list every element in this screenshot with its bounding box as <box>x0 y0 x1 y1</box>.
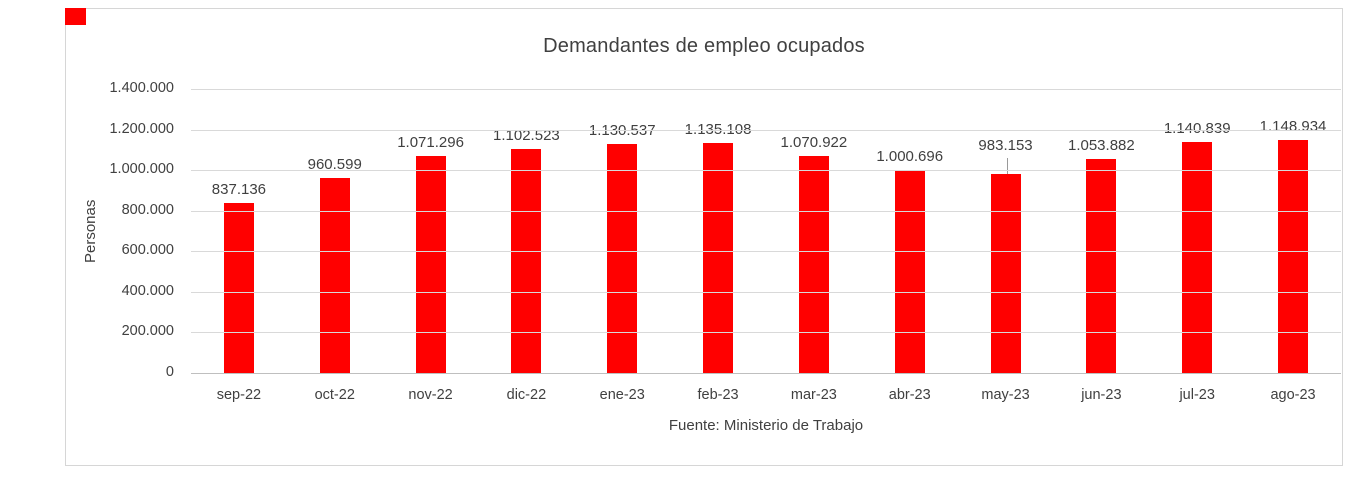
chart-object[interactable]: Demandantes de empleo ocupados Personas … <box>65 8 1343 466</box>
bar-dic-22[interactable] <box>511 149 542 373</box>
y-axis-tick-labels: 1.400.000 1.200.000 1.000.000 800.000 600.00… <box>66 80 182 380</box>
gridline <box>191 210 1341 212</box>
y-tick-label: 1.000.000 <box>109 161 174 178</box>
bar-slot-jun-23: 1.053.882 <box>1053 89 1149 373</box>
bar-value-label: 1.053.882 <box>1067 137 1135 155</box>
bar-may-23[interactable] <box>990 173 1021 373</box>
bar-abr-23[interactable] <box>894 170 925 373</box>
x-tick-label-dic-22: dic-22 <box>506 387 547 403</box>
gridline <box>191 332 1341 334</box>
gridline <box>191 291 1341 293</box>
bar-feb-23[interactable] <box>703 142 734 373</box>
y-tick-label: 800.000 <box>121 201 174 218</box>
y-tick-label: 400.000 <box>121 282 174 299</box>
x-tick-label-jul-23: jul-23 <box>1179 387 1215 403</box>
bar-slot-sep-22: 837.136 <box>191 89 287 373</box>
bar-slot-oct-22: 960.599 <box>287 89 383 373</box>
bar-nov-22[interactable] <box>415 155 446 373</box>
x-tick-label-oct-22: oct-22 <box>314 387 355 403</box>
x-axis-tick-labels: sep-22 oct-22 nov-22 dic-22 ene-23 feb-23 mar-… <box>191 387 1341 403</box>
bar-value-label: 983.153 <box>978 136 1033 154</box>
bar-slot-mar-23: 1.070.922 <box>766 89 862 373</box>
bar-value-label: 960.599 <box>307 156 362 174</box>
x-tick-label-ago-23: ago-23 <box>1270 387 1316 403</box>
bar-value-label: 1.148.934 <box>1259 117 1327 135</box>
y-tick-label: 600.000 <box>121 242 174 259</box>
x-tick-label-ene-23: ene-23 <box>599 387 645 403</box>
bar-slot-abr-23: 1.000.696 <box>862 89 958 373</box>
bar-jul-23[interactable] <box>1182 141 1213 373</box>
bar-mar-23[interactable] <box>798 155 829 373</box>
plot-area: 837.136 960.599 1.071.296 1.102.523 1.130.53… <box>191 89 1341 374</box>
data-label-leader-line <box>1007 157 1009 174</box>
bar-value-label: 837.136 <box>211 181 267 199</box>
bar-slot-ago-23: 1.148.934 <box>1245 89 1341 373</box>
bar-value-label: 1.071.296 <box>397 133 464 151</box>
bar-value-label: 1.000.696 <box>876 148 944 166</box>
gridline <box>191 251 1341 253</box>
bar-slot-dic-22: 1.102.523 <box>478 89 574 373</box>
x-axis-title: Fuente: Ministerio de Trabajo <box>668 417 864 434</box>
bar-value-label: 1.135.108 <box>684 120 752 138</box>
bar-oct-22[interactable] <box>319 178 350 373</box>
y-tick-label: 1.200.000 <box>109 120 174 137</box>
bar-value-label: 1.070.922 <box>780 133 848 151</box>
y-tick-label: 200.000 <box>121 323 174 340</box>
y-tick-label: 1.400.000 <box>109 80 174 96</box>
gridline <box>191 129 1341 131</box>
bar-ago-23[interactable] <box>1278 139 1309 373</box>
x-tick-label-jun-23: jun-23 <box>1081 387 1122 403</box>
bar-value-label: 1.140.839 <box>1163 119 1231 137</box>
x-tick-label-may-23: may-23 <box>981 387 1030 403</box>
x-tick-label-sep-22: sep-22 <box>216 387 262 403</box>
x-tick-label-nov-22: nov-22 <box>408 387 453 403</box>
bar-slot-nov-22: 1.071.296 <box>383 89 479 373</box>
bar-ene-23[interactable] <box>607 143 638 373</box>
x-tick-label-mar-23: mar-23 <box>790 387 837 403</box>
bar-slot-feb-23: 1.135.108 <box>670 89 766 373</box>
bar-series: 837.136 960.599 1.071.296 1.102.523 1.130.53… <box>191 89 1341 373</box>
bar-slot-may-23: 983.153 <box>958 89 1054 373</box>
gridline <box>191 170 1341 172</box>
gridline <box>191 89 1341 90</box>
bar-jun-23[interactable] <box>1086 159 1117 373</box>
x-axis-line <box>191 373 1341 374</box>
bar-value-label: 1.102.523 <box>493 127 560 145</box>
bar-slot-jul-23: 1.140.839 <box>1149 89 1245 373</box>
red-corner-marker <box>65 8 86 25</box>
chart-title: Demandantes de empleo ocupados <box>543 35 865 57</box>
x-tick-label-feb-23: feb-23 <box>697 387 739 403</box>
bar-slot-ene-23: 1.130.537 <box>574 89 670 373</box>
y-tick-label: 0 <box>165 364 174 380</box>
x-tick-label-abr-23: abr-23 <box>888 387 931 403</box>
bar-sep-22[interactable] <box>223 203 254 373</box>
